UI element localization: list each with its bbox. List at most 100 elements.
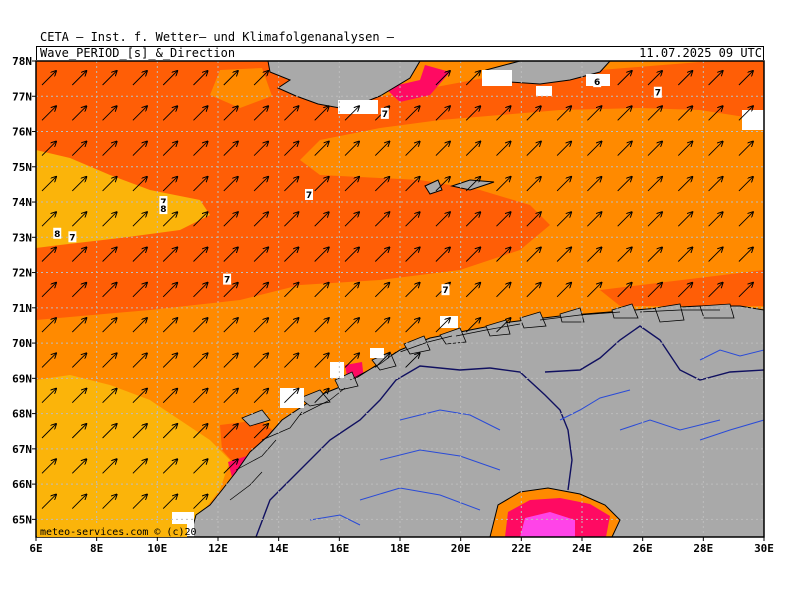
lon-tick-label: 22E — [511, 542, 531, 555]
contour-label: 7 — [224, 276, 230, 286]
lat-tick-label: 65N — [12, 513, 32, 526]
direction-arrow — [102, 495, 117, 509]
direction-arrow — [71, 142, 86, 156]
direction-arrow — [496, 142, 511, 156]
direction-arrow — [102, 283, 117, 298]
lat-tick-label: 73N — [12, 231, 32, 244]
lon-tick-label: 8E — [90, 542, 103, 555]
direction-arrow — [71, 424, 86, 439]
direction-arrow — [556, 142, 571, 156]
direction-arrow — [162, 142, 177, 156]
direction-arrow — [738, 106, 753, 121]
direction-arrow — [314, 389, 329, 404]
direction-arrow — [405, 353, 420, 368]
direction-arrow — [738, 248, 753, 262]
direction-arrow — [102, 389, 117, 404]
contour-label-bg — [305, 188, 313, 200]
direction-arrow — [41, 424, 56, 439]
contour-label: 7 — [306, 191, 312, 201]
direction-arrow — [465, 71, 480, 86]
direction-arrow — [71, 459, 86, 474]
direction-arrow — [223, 389, 238, 404]
direction-arrow — [193, 106, 208, 121]
contour-label: 7 — [655, 89, 661, 99]
direction-arrow — [193, 353, 208, 368]
direction-arrow — [314, 212, 329, 227]
direction-arrow — [71, 212, 86, 227]
contour-label-bg — [159, 203, 168, 215]
latitude-axis: 65N 66N 67N 68N 69N 70N 71N 72N 73N 74N 75N 76N 77N 7… — [12, 55, 36, 526]
direction-arrow — [677, 142, 692, 156]
direction-arrow — [374, 248, 389, 262]
period-high-east — [600, 270, 764, 306]
direction-arrow — [253, 389, 268, 404]
contour-label-bg — [53, 227, 62, 239]
direction-arrow — [193, 212, 208, 227]
period-max-north — [385, 65, 450, 102]
direction-arrow — [314, 177, 329, 192]
lat-tick-label: 72N — [12, 267, 32, 280]
direction-arrow — [435, 318, 450, 333]
direction-arrow — [284, 212, 298, 227]
direction-arrow — [162, 495, 177, 509]
direction-arrow — [102, 459, 117, 474]
direction-arrow — [223, 71, 238, 86]
contour-label: 7 — [160, 198, 166, 208]
direction-arrow — [556, 106, 571, 121]
credit-text: meteo-services.com © (c)20 — [40, 527, 197, 538]
direction-arrow — [253, 283, 268, 298]
direction-arrow — [41, 389, 56, 404]
direction-arrow — [132, 424, 147, 439]
direction-arrow — [677, 106, 692, 121]
direction-arrow — [405, 318, 420, 333]
direction-arrow — [405, 177, 420, 192]
direction-arrow — [102, 248, 117, 262]
direction-arrow — [132, 248, 147, 262]
contour-label-bg — [653, 86, 662, 98]
direction-arrow — [526, 248, 541, 262]
direction-arrow — [132, 389, 147, 404]
direction-arrow — [162, 318, 177, 333]
lat-tick-label: 74N — [12, 196, 32, 209]
direction-arrow — [284, 318, 298, 333]
direction-arrow — [162, 106, 177, 121]
direction-arrow — [374, 212, 389, 227]
direction-arrow — [132, 71, 147, 86]
direction-arrow — [344, 177, 359, 192]
direction-arrow — [617, 142, 632, 156]
direction-arrow — [708, 283, 723, 298]
coastline-detail — [229, 309, 720, 501]
direction-arrow — [677, 248, 692, 262]
direction-arrow — [193, 459, 208, 474]
direction-arrow — [132, 212, 147, 227]
direction-arrow — [162, 389, 177, 404]
valid-time: 11.07.2025 09 UTC — [639, 46, 762, 60]
direction-arrow — [556, 283, 571, 298]
direction-arrow — [708, 248, 723, 262]
contour-label-bg — [380, 107, 389, 119]
direction-arrow — [41, 106, 56, 121]
contour-label: 7 — [382, 110, 388, 120]
direction-arrow — [253, 248, 268, 262]
direction-arrow — [647, 142, 662, 156]
direction-arrow — [102, 142, 117, 156]
direction-arrow — [556, 248, 571, 262]
direction-arrow — [465, 283, 480, 298]
direction-arrow — [132, 318, 147, 333]
direction-arrow — [344, 318, 359, 333]
direction-arrow — [71, 177, 86, 192]
lon-tick-label: 12E — [208, 542, 228, 555]
direction-arrow — [344, 106, 359, 121]
direction-arrow — [465, 177, 480, 192]
direction-arrow — [647, 212, 662, 227]
direction-arrow — [102, 318, 117, 333]
direction-arrow — [738, 142, 753, 156]
direction-arrow — [102, 106, 117, 121]
direction-arrow — [71, 318, 86, 333]
direction-arrow — [435, 106, 450, 121]
direction-arrow — [102, 177, 117, 192]
land-kong-karls — [424, 179, 443, 195]
direction-arrow — [253, 353, 268, 368]
period-mid-patch-north — [210, 68, 272, 108]
direction-arrow — [374, 318, 389, 333]
